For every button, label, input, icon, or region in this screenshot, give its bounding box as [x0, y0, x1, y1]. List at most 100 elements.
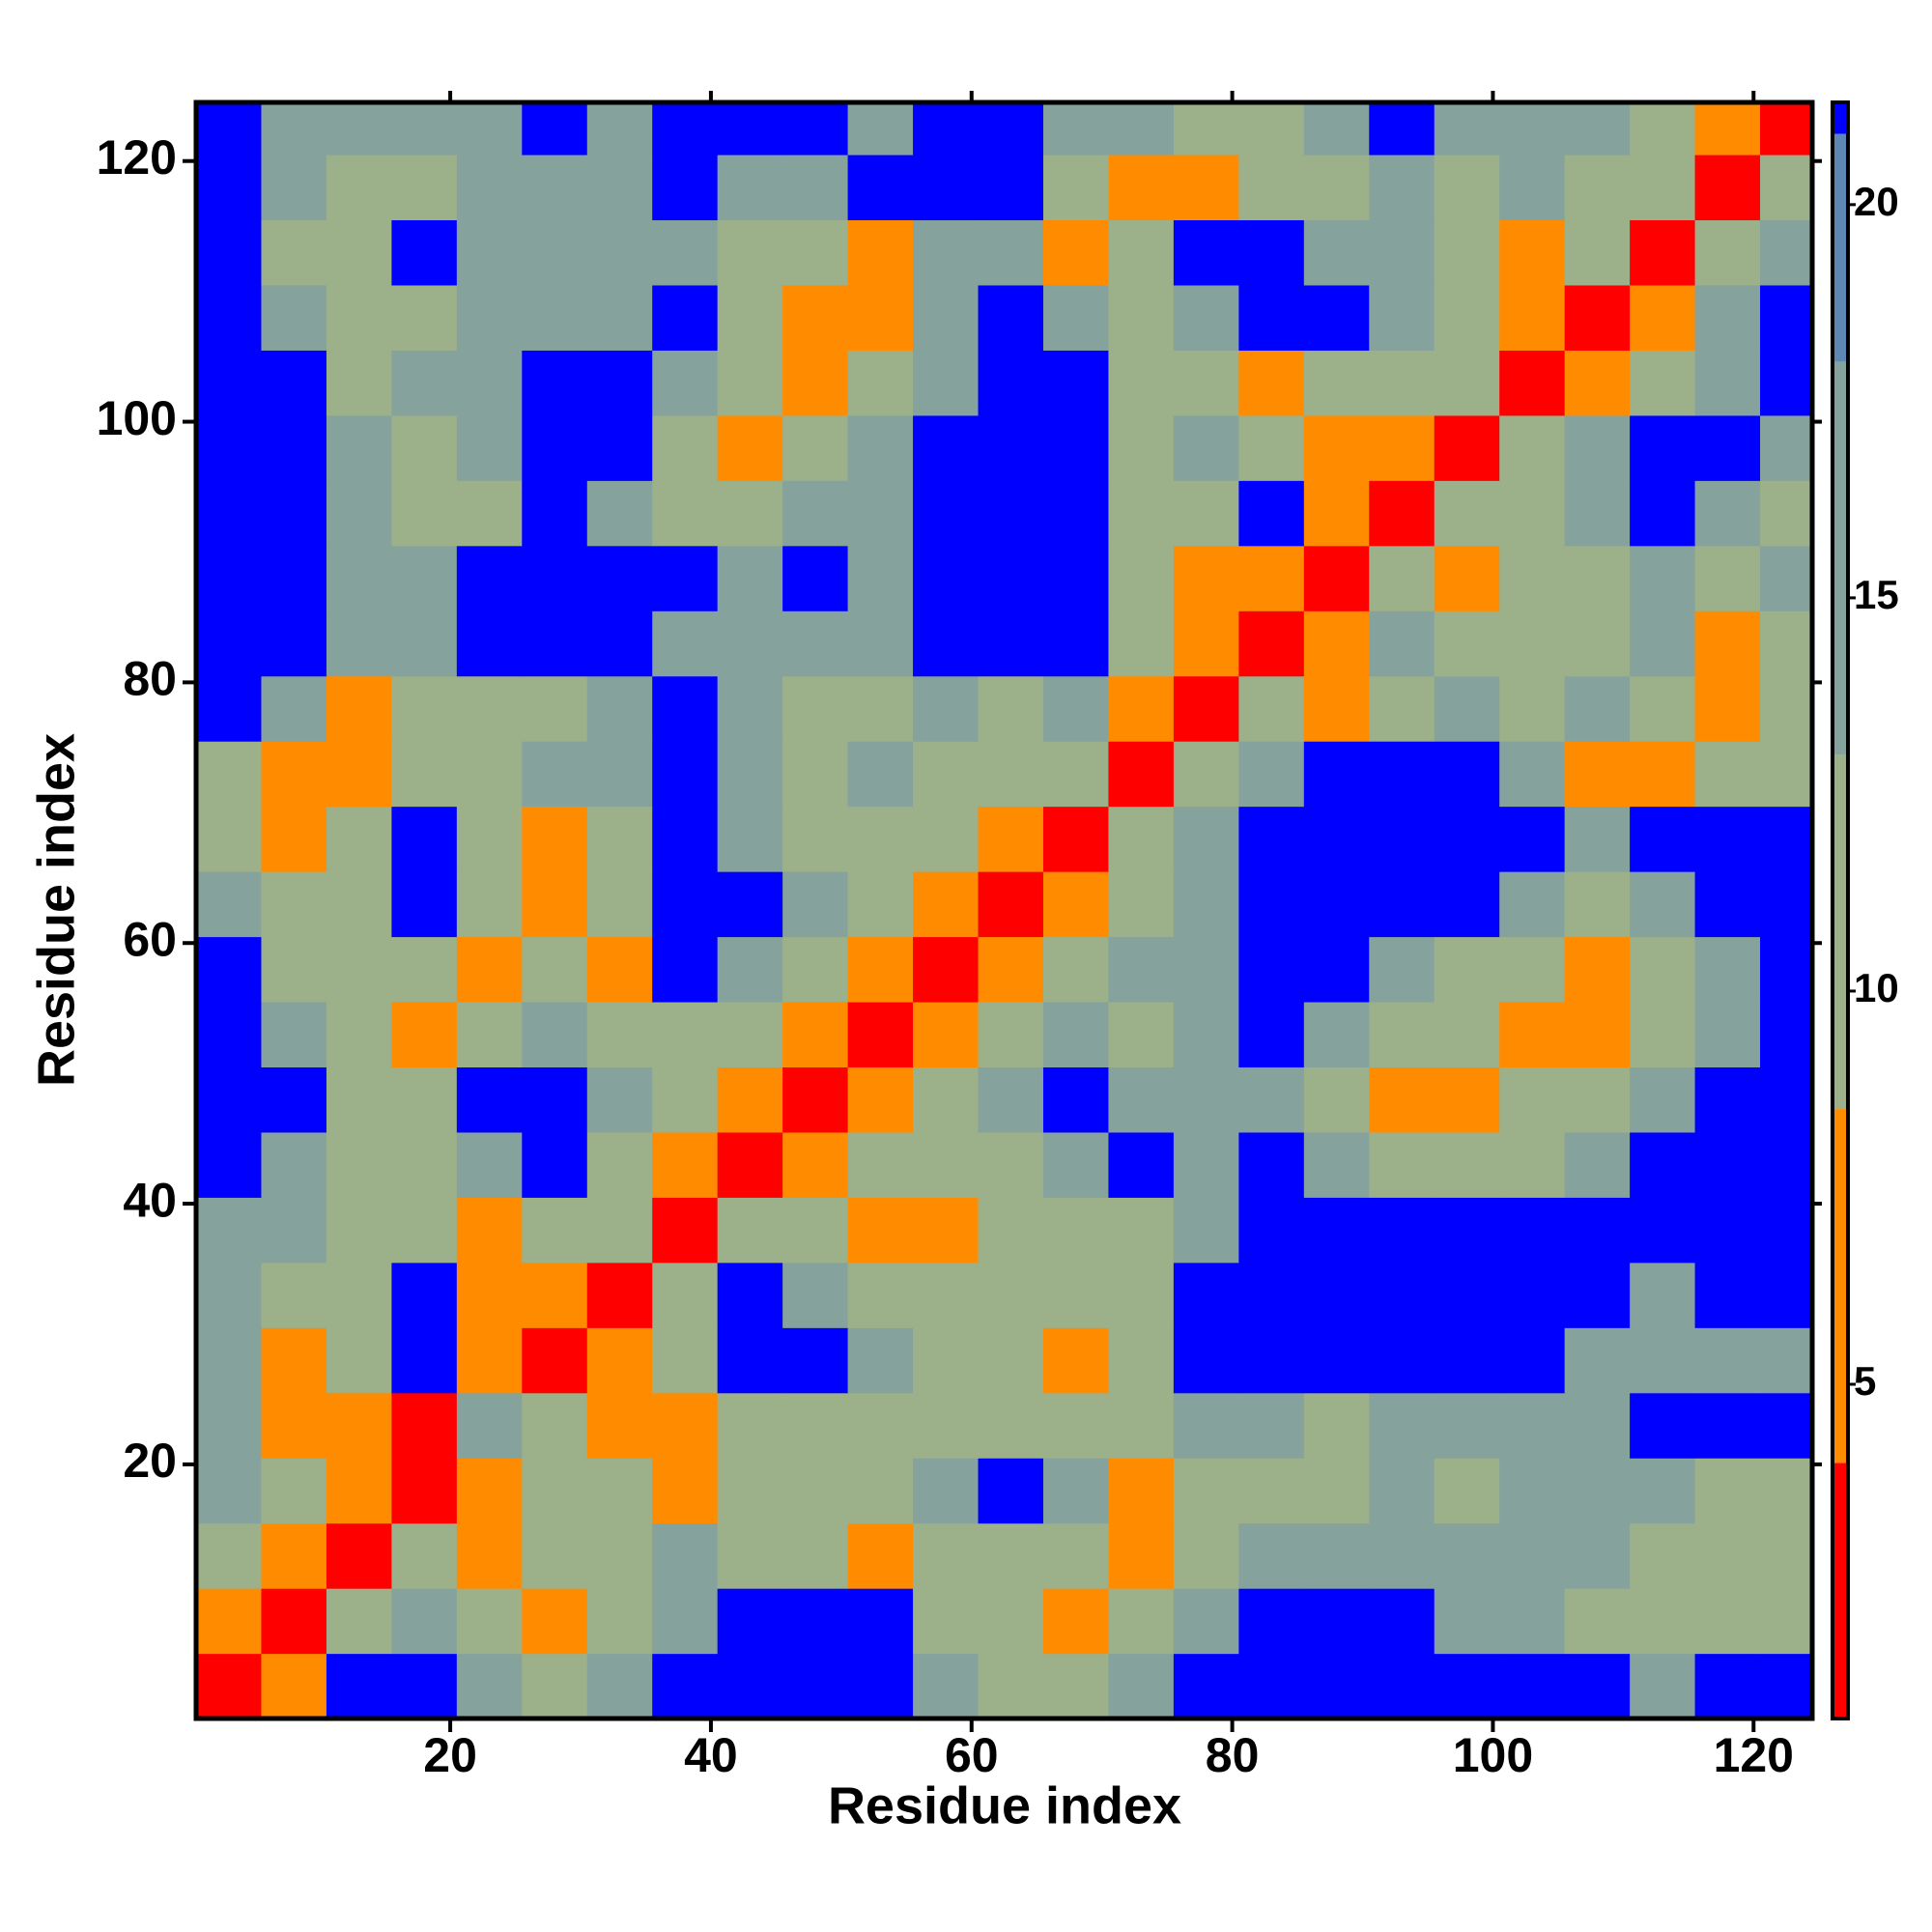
colorbar-tick-label: 20 — [1854, 179, 1899, 224]
heatmap-cell — [913, 1066, 980, 1133]
heatmap-cell — [1630, 350, 1696, 416]
heatmap-cell — [782, 1066, 849, 1133]
heatmap-cell — [1434, 1392, 1500, 1459]
heatmap-cell — [782, 1001, 849, 1068]
heatmap-cell — [1694, 936, 1761, 1003]
heatmap-cell — [1173, 741, 1239, 808]
heatmap-cell — [456, 1327, 523, 1394]
heatmap-cell — [196, 545, 263, 611]
heatmap-cell — [1694, 1001, 1761, 1068]
heatmap-cell — [1434, 154, 1500, 221]
heatmap-cell — [391, 1458, 458, 1524]
heatmap-cell — [456, 350, 523, 416]
heatmap-cell — [391, 219, 458, 286]
heatmap-cell — [978, 480, 1044, 547]
heatmap-cell — [652, 871, 719, 938]
heatmap-cell — [1238, 1653, 1305, 1719]
heatmap-cell — [1499, 741, 1566, 808]
heatmap-cell — [1630, 1458, 1696, 1524]
heatmap-cell — [847, 611, 914, 677]
heatmap-cell — [1564, 806, 1631, 872]
heatmap-cell — [261, 741, 327, 808]
heatmap-cell — [1303, 284, 1370, 351]
heatmap-cell — [717, 1131, 783, 1198]
heatmap-cell — [391, 1197, 458, 1264]
heatmap-cell — [1499, 350, 1566, 416]
x-tick-label: 40 — [684, 1728, 738, 1782]
heatmap-cell — [847, 545, 914, 611]
heatmap-cell — [522, 806, 588, 872]
heatmap-cell — [1630, 414, 1696, 481]
heatmap-cell — [1760, 414, 1812, 481]
heatmap-cell — [586, 480, 653, 547]
heatmap-cell — [1238, 611, 1305, 677]
heatmap-cell — [1694, 154, 1761, 221]
heatmap-cell — [1499, 1522, 1566, 1589]
heatmap-cell — [1369, 1327, 1435, 1394]
heatmap-cell — [1042, 1131, 1110, 1198]
heatmap-cell — [1042, 936, 1110, 1003]
heatmap-cell — [847, 350, 914, 416]
heatmap-cell — [1369, 1653, 1435, 1719]
heatmap-cell — [1434, 480, 1500, 547]
heatmap-cell — [847, 480, 914, 547]
heatmap-cell — [913, 1262, 980, 1328]
heatmap-cell — [717, 1588, 783, 1655]
heatmap-cell — [1108, 219, 1175, 286]
heatmap-cell — [456, 675, 523, 742]
heatmap-cell — [782, 1262, 849, 1328]
heatmap-cell — [586, 1458, 653, 1524]
heatmap-cell — [1630, 936, 1696, 1003]
heatmap-cell — [1760, 1392, 1812, 1459]
heatmap-cell — [1238, 284, 1305, 351]
heatmap-cell — [1042, 675, 1110, 742]
heatmap-cell — [717, 936, 783, 1003]
heatmap-cell — [1238, 219, 1305, 286]
heatmap-cell — [978, 741, 1044, 808]
heatmap-cell — [456, 1001, 523, 1068]
heatmap-cell — [456, 414, 523, 481]
heatmap-cell — [586, 611, 653, 677]
heatmap-cell — [261, 806, 327, 872]
heatmap-cell — [1564, 102, 1631, 156]
heatmap-cell — [1369, 1001, 1435, 1068]
heatmap-cell — [586, 1588, 653, 1655]
heatmap-cell — [652, 102, 719, 156]
heatmap-cell — [1434, 936, 1500, 1003]
heatmap-cell — [391, 1392, 458, 1459]
heatmap-cell — [1173, 1588, 1239, 1655]
heatmap-cell — [1694, 284, 1761, 351]
heatmap-cell — [1303, 1066, 1370, 1133]
heatmap-cell — [1238, 1131, 1305, 1198]
heatmap-cell — [326, 1653, 392, 1719]
heatmap-cell — [1369, 1522, 1435, 1589]
heatmap-cell — [1303, 741, 1370, 808]
heatmap-cell — [586, 1327, 653, 1394]
heatmap-cell — [522, 414, 588, 481]
heatmap-cell — [522, 1653, 588, 1719]
heatmap-cell — [652, 350, 719, 416]
heatmap-cell — [196, 414, 263, 481]
heatmap-cell — [196, 480, 263, 547]
heatmap-cell — [847, 936, 914, 1003]
heatmap-cell — [261, 350, 327, 416]
heatmap-cell — [1499, 936, 1566, 1003]
heatmap-cell — [1108, 675, 1175, 742]
heatmap-cell — [717, 1066, 783, 1133]
heatmap-cell — [1108, 1653, 1175, 1719]
heatmap-cell — [1434, 1197, 1500, 1264]
heatmap-cell — [1238, 1458, 1305, 1524]
heatmap-cell — [913, 1522, 980, 1589]
heatmap-cell — [847, 219, 914, 286]
heatmap-cell — [1564, 675, 1631, 742]
heatmap-cell — [586, 741, 653, 808]
heatmap-cell — [1694, 1458, 1761, 1524]
heatmap-cell — [391, 936, 458, 1003]
heatmap-cell — [1303, 154, 1370, 221]
heatmap-cell — [1303, 1327, 1370, 1394]
heatmap-cell — [1760, 936, 1812, 1003]
heatmap-cell — [586, 154, 653, 221]
heatmap-cell — [782, 1392, 849, 1459]
heatmap-cell — [1303, 414, 1370, 481]
